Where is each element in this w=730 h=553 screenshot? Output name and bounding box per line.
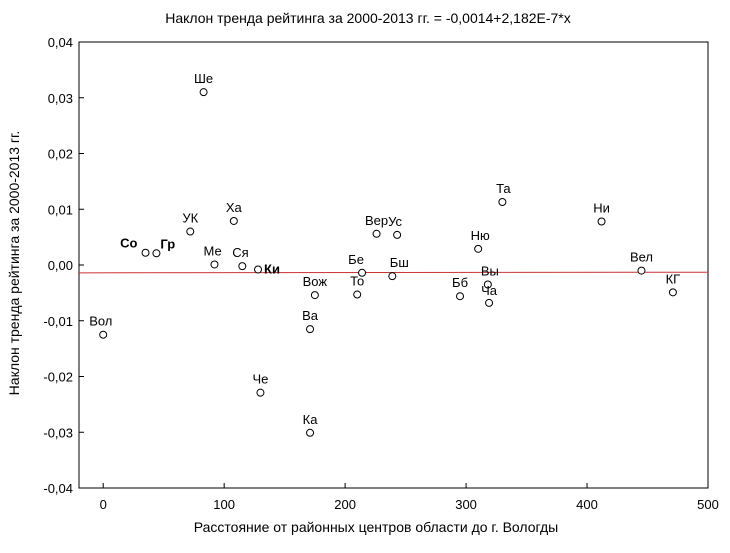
point-label: Вел <box>630 250 653 265</box>
y-tick-label: 0,03 <box>48 91 73 106</box>
y-axis-ticks: -0,04 -0,03 -0,02 -0,01 0,00 0,01 0,02 0,03 0,04 <box>43 35 84 496</box>
data-point <box>388 272 397 281</box>
point-label: Вож <box>303 274 328 289</box>
y-tick-label: 0,01 <box>48 202 73 217</box>
point-label: Ни <box>593 201 610 216</box>
y-axis-title: Наклон тренда рейтинга за 2000-2013 гг. <box>6 131 22 396</box>
data-point <box>393 230 402 239</box>
data-point <box>210 260 219 269</box>
data-point <box>141 248 150 257</box>
data-point <box>306 428 315 437</box>
data-point <box>597 217 606 226</box>
data-point <box>310 291 319 300</box>
data-point <box>637 266 646 275</box>
x-tick-label: 0 <box>100 497 107 512</box>
point-label: Ся <box>232 245 248 260</box>
data-point <box>358 268 367 277</box>
data-point <box>485 298 494 307</box>
point-label: Вол <box>89 314 112 329</box>
y-tick-label: -0,02 <box>43 370 73 385</box>
data-point <box>254 265 263 274</box>
data-point <box>152 249 161 258</box>
point-label: Ва <box>302 308 319 323</box>
x-tick-label: 200 <box>334 497 356 512</box>
data-point <box>372 229 381 238</box>
point-label: Та <box>496 181 511 196</box>
data-point <box>199 88 208 97</box>
x-tick-label: 400 <box>576 497 598 512</box>
data-points: Вол Со Гр УК Ше Ме Ха Ся Ки Че Ва Ка Вож То Бе Вер Бш Ус Б… <box>89 71 681 437</box>
y-tick-label: -0,01 <box>43 314 73 329</box>
point-label: Ше <box>194 71 213 86</box>
point-label: Ки <box>264 261 280 276</box>
y-tick-label: -0,03 <box>43 425 73 440</box>
point-label: Ка <box>303 412 319 427</box>
point-label: Со <box>120 236 137 251</box>
point-label: Ню <box>471 228 490 243</box>
point-label: Бб <box>452 275 468 290</box>
y-tick-label: 0,04 <box>48 35 73 50</box>
x-tick-label: 300 <box>455 497 477 512</box>
data-point <box>99 330 108 339</box>
y-tick-label: 0,00 <box>48 258 73 273</box>
data-point <box>186 227 195 236</box>
x-tick-label: 500 <box>697 497 719 512</box>
data-point <box>668 288 677 297</box>
chart-title: Наклон тренда рейтинга за 2000-2013 гг. … <box>165 10 571 26</box>
point-label: Вер <box>365 213 388 228</box>
point-label: То <box>350 274 364 289</box>
data-point <box>474 244 483 253</box>
data-point <box>306 325 315 334</box>
point-label: КГ <box>666 271 681 286</box>
data-point <box>456 292 465 301</box>
x-axis-ticks: 0 100 200 300 400 500 <box>100 483 719 512</box>
data-point <box>229 216 238 225</box>
data-point <box>483 280 492 289</box>
point-label: Ус <box>388 214 402 229</box>
point-label: Ча <box>481 283 498 298</box>
y-tick-label: -0,04 <box>43 481 73 496</box>
x-axis-title: Расстояние от районных центров области д… <box>194 519 559 535</box>
x-tick-label: 100 <box>213 497 235 512</box>
point-label: Бе <box>348 252 364 267</box>
data-point <box>353 290 362 299</box>
y-tick-label: 0,02 <box>48 147 73 162</box>
point-label: Ме <box>203 243 221 258</box>
data-point <box>238 262 247 271</box>
point-label: Ха <box>226 200 243 215</box>
point-label: Гр <box>160 236 175 251</box>
data-point <box>256 388 265 397</box>
point-label: Бш <box>390 255 409 270</box>
point-label: Вы <box>481 264 499 279</box>
point-label: Че <box>252 372 268 387</box>
data-point <box>498 198 507 207</box>
point-label: УК <box>182 211 198 226</box>
